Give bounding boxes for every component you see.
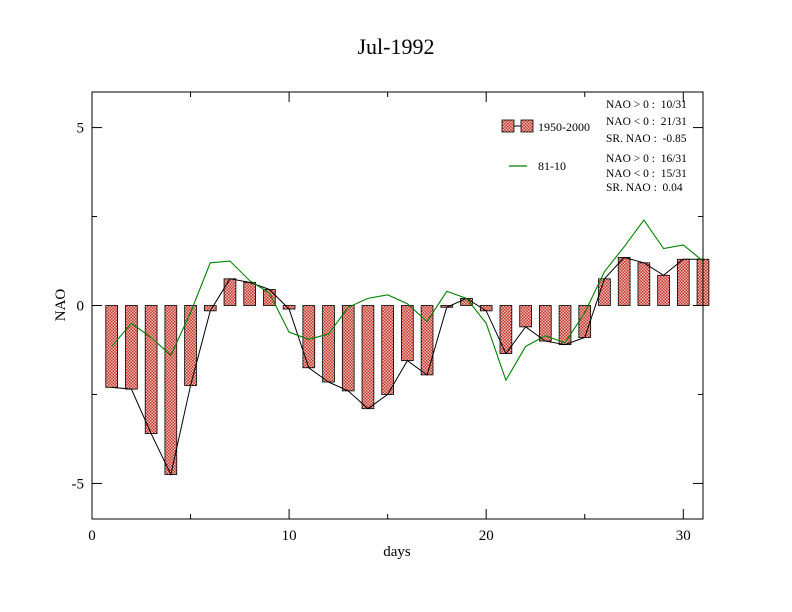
y-tick-label-0: 0 <box>77 299 85 315</box>
legend: 1950-2000 81-10 NAO > 0 : 10/31 NAO < 0 … <box>501 99 687 194</box>
x-tick-label-10: 10 <box>282 528 297 544</box>
legend-label-81-10: 81-10 <box>538 159 566 173</box>
legend-swatch-bar-2 <box>520 119 534 133</box>
stat-nao-pos-1: NAO > 0 : 10/31 <box>606 99 687 111</box>
x-tick-label-0: 0 <box>88 528 96 544</box>
bar-day-16 <box>401 305 414 362</box>
plot-frame <box>91 91 704 520</box>
bar-day-15 <box>381 305 394 395</box>
bar-day-7 <box>223 278 237 306</box>
bar-day-25 <box>578 305 592 338</box>
line-81-10 <box>111 219 704 382</box>
bar-day-8 <box>243 281 256 306</box>
x-tick-label-30: 30 <box>676 528 691 544</box>
bar-day-5 <box>184 305 197 386</box>
stat-nao-pos-2: NAO > 0 : 16/31 <box>606 153 687 165</box>
bar-day-9 <box>263 289 276 306</box>
bar-series-1950-2000 <box>105 257 710 475</box>
bar-day-13 <box>341 305 355 392</box>
stat-nao-neg-1: NAO < 0 : 21/31 <box>606 116 687 128</box>
x-axis-label: days <box>383 544 411 560</box>
bar-day-27 <box>617 257 631 306</box>
bar-day-14 <box>361 305 375 410</box>
axis-ticks: 0 10 20 30 -5 0 5 <box>72 92 703 544</box>
y-tick-label--5: -5 <box>72 476 85 492</box>
legend-label-1950-2000: 1950-2000 <box>538 120 590 134</box>
x-tick-label-20: 20 <box>479 528 494 544</box>
chart-title: Jul-1992 <box>358 34 435 59</box>
legend-swatch-bar <box>501 119 515 133</box>
bar-day-29 <box>657 274 670 306</box>
stat-sr-nao-2: SR. NAO : 0.04 <box>606 182 683 194</box>
bar-day-28 <box>637 262 651 306</box>
bar-day-3 <box>144 305 158 435</box>
bar-day-4 <box>164 305 178 475</box>
line-1950-2000-tips <box>111 256 703 477</box>
bar-day-12 <box>322 305 335 383</box>
line-layer <box>111 219 704 477</box>
bar-day-24 <box>558 305 572 346</box>
bar-day-11 <box>302 305 316 369</box>
bar-day-30 <box>676 258 690 306</box>
stat-nao-neg-2: NAO < 0 : 15/31 <box>606 168 687 180</box>
bar-day-2 <box>125 305 138 390</box>
bar-day-21 <box>499 305 513 354</box>
y-axis-label: NAO <box>53 289 69 322</box>
bar-day-22 <box>519 305 532 328</box>
y-tick-label-5: 5 <box>77 121 85 137</box>
stat-sr-nao-1: SR. NAO : -0.85 <box>606 133 687 145</box>
